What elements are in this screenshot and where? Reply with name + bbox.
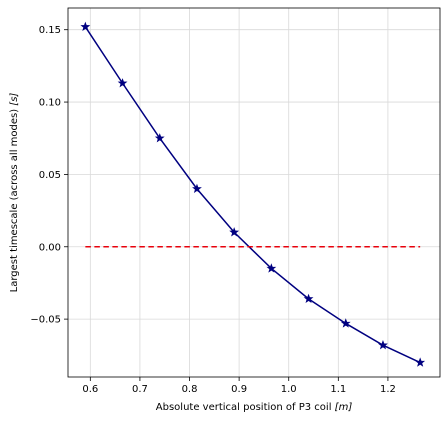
- y-tick-label: 0.00: [39, 242, 61, 253]
- data-point-star: [117, 78, 128, 88]
- y-tick-label: −0.05: [30, 315, 61, 326]
- data-point-star: [303, 293, 314, 304]
- plot-frame: [67, 7, 441, 378]
- y-tick-label: 0.10: [39, 98, 61, 109]
- x-tick-label: 1.2: [380, 384, 396, 395]
- x-axis-label-main: Absolute vertical position of P3 coil: [156, 402, 335, 413]
- data-point-star: [229, 227, 240, 237]
- data-point-star: [192, 183, 202, 194]
- series-timescale-line: [84, 26, 421, 364]
- x-tick-label: 0.9: [231, 384, 247, 395]
- y-tick-label: 0.15: [39, 25, 61, 36]
- y-axis-label-unit: [s]: [9, 93, 20, 106]
- data-point-star: [266, 263, 277, 273]
- grid-layer: [68, 8, 440, 377]
- data-point-star: [378, 339, 388, 350]
- data-point-star: [340, 318, 351, 328]
- x-tick-label: 1.1: [330, 384, 346, 395]
- series-layer: [80, 21, 426, 367]
- x-tick-label: 0.6: [82, 384, 98, 395]
- x-tick-label: 1.0: [281, 384, 297, 395]
- x-tick-label: 0.8: [182, 384, 198, 395]
- x-axis-label: Absolute vertical position of P3 coil [m…: [156, 402, 353, 413]
- y-axis-label-main: Largest timescale (across all modes): [9, 106, 20, 293]
- data-point-star: [415, 357, 426, 367]
- y-axis-label: Largest timescale (across all modes) [s]: [9, 93, 20, 293]
- ticks-layer: 0.6 0.7 0.8 0.9 1.0 1.1 1.2 −0.05 0.00 0.05 0.10 0.…: [30, 25, 396, 395]
- x-axis-label-unit: [m]: [335, 402, 353, 413]
- x-tick-label: 0.7: [132, 384, 148, 395]
- y-tick-label: 0.05: [39, 170, 61, 181]
- data-point-star: [154, 133, 165, 143]
- data-point-star: [80, 21, 91, 31]
